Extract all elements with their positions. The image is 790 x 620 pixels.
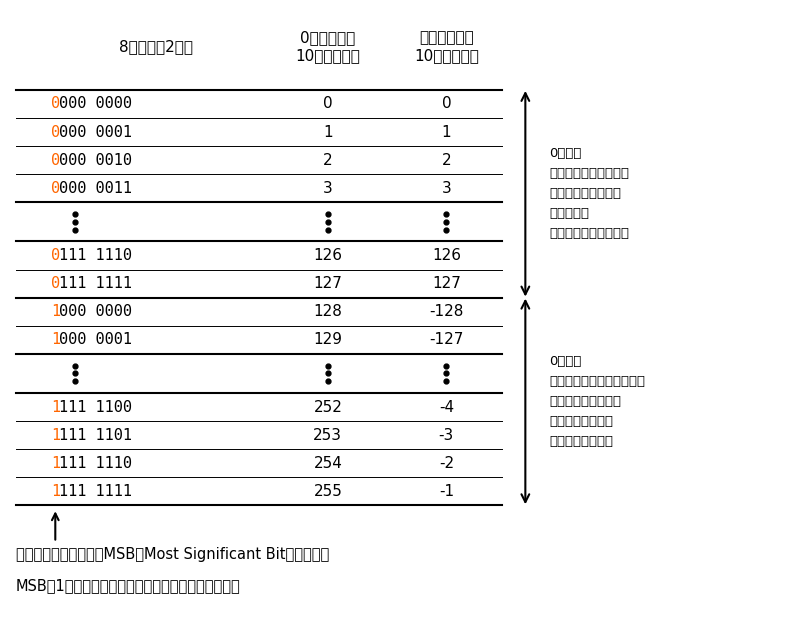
Text: 3: 3 — [442, 180, 451, 196]
Text: 127: 127 — [314, 276, 342, 291]
Text: 000 0000: 000 0000 — [59, 97, 132, 112]
Text: 0を含む正の
10進数の整数: 0を含む正の 10進数の整数 — [295, 30, 360, 63]
Text: 0: 0 — [51, 125, 61, 140]
Text: 2: 2 — [442, 153, 451, 167]
Text: 3: 3 — [323, 180, 333, 196]
Text: 000 0000: 000 0000 — [59, 304, 132, 319]
Text: 0: 0 — [442, 97, 451, 112]
Text: 8ビットの2進数: 8ビットの2進数 — [119, 39, 193, 54]
Text: 000 0010: 000 0010 — [59, 153, 132, 167]
Text: MSBが1の場合のみ、解釈の結果が負の数になり得る: MSBが1の場合のみ、解釈の結果が負の数になり得る — [16, 578, 240, 593]
Text: -3: -3 — [438, 428, 454, 443]
Text: 0を含む
正の整数と解釈しても
負の数を含む整数と
解釈しても
結果が変わらない範囲: 0を含む 正の整数と解釈しても 負の数を含む整数と 解釈しても 結果が変わらない… — [549, 148, 629, 241]
Text: 126: 126 — [314, 248, 342, 263]
Text: -1: -1 — [438, 484, 454, 498]
Text: 000 0011: 000 0011 — [59, 180, 132, 196]
Text: 111 1111: 111 1111 — [59, 276, 132, 291]
Text: 111 1111: 111 1111 — [59, 484, 132, 498]
Text: 0: 0 — [51, 248, 61, 263]
Text: -128: -128 — [429, 304, 464, 319]
Text: 129: 129 — [314, 332, 342, 347]
Text: 負の数を含む
10進数の整数: 負の数を含む 10進数の整数 — [414, 30, 479, 63]
Text: 左端の桁（ビット）をMSB（Most Significant Bit）という。: 左端の桁（ビット）をMSB（Most Significant Bit）という。 — [16, 547, 329, 562]
Text: 0: 0 — [323, 97, 333, 112]
Text: 0: 0 — [51, 276, 61, 291]
Text: 0を含む
正の整数と解釈した場合と
負の数を含む整数と
解釈した場合とで
結果が変わる範囲: 0を含む 正の整数と解釈した場合と 負の数を含む整数と 解釈した場合とで 結果が… — [549, 355, 645, 448]
Text: 0: 0 — [51, 153, 61, 167]
Text: 255: 255 — [314, 484, 342, 498]
Text: 1: 1 — [51, 304, 61, 319]
Text: 253: 253 — [314, 428, 342, 443]
Text: -2: -2 — [438, 456, 454, 471]
Text: 2: 2 — [323, 153, 333, 167]
Text: 111 1110: 111 1110 — [59, 456, 132, 471]
Text: 0: 0 — [51, 97, 61, 112]
Text: -127: -127 — [429, 332, 464, 347]
Text: 1: 1 — [442, 125, 451, 140]
Text: 111 1100: 111 1100 — [59, 399, 132, 415]
Text: 254: 254 — [314, 456, 342, 471]
Text: 1: 1 — [51, 456, 61, 471]
Text: 1: 1 — [51, 332, 61, 347]
Text: 111 1101: 111 1101 — [59, 428, 132, 443]
Text: 252: 252 — [314, 399, 342, 415]
Text: 127: 127 — [432, 276, 461, 291]
Text: 126: 126 — [432, 248, 461, 263]
Text: 1: 1 — [51, 484, 61, 498]
Text: 128: 128 — [314, 304, 342, 319]
Text: 1: 1 — [51, 428, 61, 443]
Text: 1: 1 — [323, 125, 333, 140]
Text: 000 0001: 000 0001 — [59, 125, 132, 140]
Text: 1: 1 — [51, 399, 61, 415]
Text: 0: 0 — [51, 180, 61, 196]
Text: 000 0001: 000 0001 — [59, 332, 132, 347]
Text: -4: -4 — [438, 399, 454, 415]
Text: 111 1110: 111 1110 — [59, 248, 132, 263]
